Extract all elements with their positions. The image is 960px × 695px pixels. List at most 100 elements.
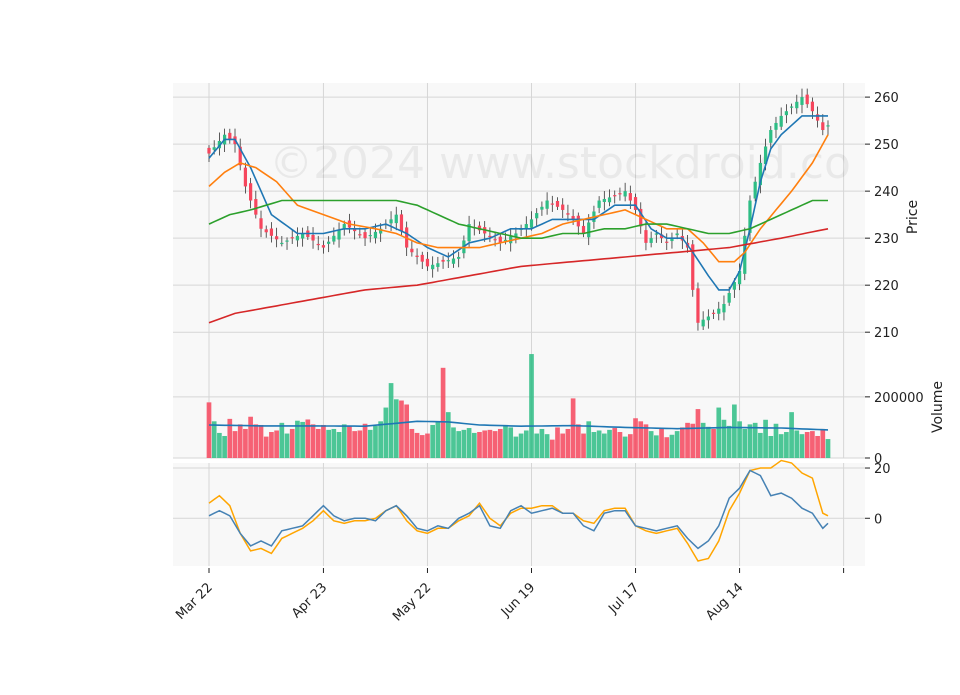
candle-body [243,167,248,187]
volume-bar [471,432,477,458]
moving-average-line-ma_mid [208,134,829,263]
candle-body [540,206,544,210]
candle-body [737,271,742,285]
candle-body [800,97,804,105]
candle-body [654,233,658,235]
volume-axis-title: Volume [930,381,946,433]
volume-bar [622,436,628,458]
volume-bar [706,426,711,458]
volume-bar [243,428,248,458]
volume-bar [445,412,451,458]
volume-bar [518,433,524,458]
candle-body [561,204,565,210]
volume-bar [758,432,763,458]
volume-tick-label: 200000 [874,391,924,406]
volume-bar [352,431,357,458]
volume-bar [310,424,316,458]
candle-body [467,224,471,242]
candle-body [238,146,242,166]
volume-bar [586,421,592,458]
volume-bar [289,428,295,458]
volume-bar [466,428,472,458]
volume-bar [508,427,514,458]
volume-bar [596,430,602,458]
watermark: ©2024 www.stockdroid.co [269,138,851,189]
candle-body [290,237,294,239]
volume-bar [565,428,571,458]
volume-bar [419,435,425,458]
candle-body [488,235,492,238]
volume-bar [601,433,607,458]
candle-body [311,234,315,241]
candle-body [732,282,736,290]
volume-bar [269,432,274,458]
volume-bar [461,429,467,458]
candle-body [545,200,549,209]
volume-bar [529,354,534,458]
volume-bar [627,434,633,458]
volume-bar [331,428,337,458]
moving-average-line-ma_fast [208,115,828,291]
candle-body [633,197,638,210]
volume-bar [612,428,618,458]
volume-bar [227,418,233,458]
candle-body [493,239,497,241]
volume-bar [726,425,732,458]
volume-bar [700,422,706,458]
volume-bar [607,429,612,458]
candle-body [259,218,263,229]
candle-body [607,197,612,203]
candle-body [826,125,830,127]
volume-bar [279,422,285,458]
candle-body [295,235,300,241]
volume-bar [721,419,727,458]
candle-body [722,303,726,313]
candle-body [753,181,757,199]
volume-bar [357,430,363,458]
volume-bar [523,430,529,458]
candle-body [613,195,617,197]
price-tick-label: 220 [874,279,899,294]
candle-body [587,222,591,238]
volume-bar [815,435,820,458]
candle-body [602,198,606,202]
candle-body [389,219,393,224]
osc-tick-label: 0 [874,512,882,527]
candle-body [649,238,653,243]
volume-bar [295,420,300,458]
volume-bar [695,409,701,458]
volume-bar [248,416,253,458]
candle-body [446,260,450,262]
moving-average-line-ma_long [208,228,829,324]
candle-body [477,225,482,231]
candle-body [529,219,534,228]
volume-bar [659,428,664,458]
volume-bar [425,433,430,458]
price-tick-label: 230 [874,232,899,247]
candle-body [763,146,768,165]
volume-bar [690,423,696,458]
volume-bar [784,432,789,458]
volume-bar [341,424,347,458]
candle-body [207,147,211,154]
candle-body [665,241,669,243]
volume-bar [430,424,436,458]
candle-body [337,229,341,240]
volume-bar [451,427,456,458]
candle-body [254,199,258,215]
volume-bar [747,424,753,458]
volume-bar [575,424,581,458]
volume-bar [393,399,399,458]
candle-body [321,245,326,248]
volume-bar [492,431,498,458]
candle-body [670,238,674,242]
candle-body [535,213,539,219]
volume-tick-label: 0 [874,452,882,467]
candle-body [810,101,815,112]
x-tick-label: Aug 14 [703,580,746,623]
volume-bar [258,424,264,458]
candle-body [327,241,331,244]
candle-body [795,101,799,109]
candle-body [363,232,367,239]
